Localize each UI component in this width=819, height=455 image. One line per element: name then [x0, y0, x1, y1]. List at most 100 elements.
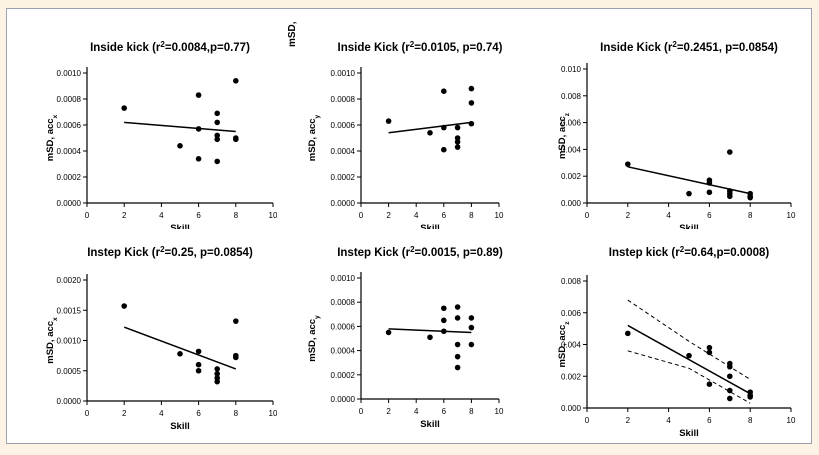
data-point: [214, 132, 220, 139]
data-point: [468, 341, 475, 348]
data-point: [441, 317, 447, 324]
stray-axis-label: mSD,: [287, 21, 298, 47]
y-tick-label: 0.008: [561, 92, 582, 101]
x-tick-label: 6: [442, 407, 447, 416]
x-tick-label: 8: [748, 211, 753, 220]
y-tick-label: 0.0006: [331, 322, 356, 331]
data-point: [706, 381, 713, 387]
chart-instep-kick-x: Instep Kick (r2=0.25, p=0.0854) 0 2 4 6 8 10 0.…: [11, 236, 278, 436]
chart-svg: Inside Kick (r2=0.0105, p=0.74) 0 2 4 6 8 10 0.…: [307, 40, 504, 235]
chart-svg: Instep Kick (r2=0.0015, p=0.89) 0 2 4 6 8 10 0.…: [307, 245, 504, 431]
y-tick-label: 0.0004: [331, 147, 356, 156]
x-axis-label: Skill: [170, 223, 190, 229]
chart-svg: Inside Kick (r2=0.2451, p=0.0854) 0 2 4 6 8 10…: [557, 40, 796, 235]
y-axis-label: mSD, accy: [307, 315, 321, 362]
x-tick-label: 6: [707, 416, 712, 425]
x-tick-label: 10: [269, 211, 277, 220]
y-tick-label: 0.0010: [57, 69, 82, 78]
data-point: [727, 373, 733, 380]
chart-inside-kick-x: Inside kick (r2=0.0084,p=0.77) 0 2 4 6 8 10 0.0…: [11, 31, 278, 235]
y-tick-label: 0.0006: [331, 121, 356, 130]
data-point: [706, 180, 713, 186]
data-point: [177, 351, 183, 357]
figure-frame: Inside kick (r2=0.0084,p=0.77) 0 2 4 6 8 10 0.0…: [6, 8, 812, 444]
data-point: [454, 341, 461, 348]
data-point: [195, 126, 202, 132]
y-tick-label: 0.0008: [331, 298, 356, 307]
data-point: [441, 305, 447, 312]
chart-inside-kick-y: Inside Kick (r2=0.0105, p=0.74) 0 2 4 6 8 10 0.…: [281, 31, 547, 235]
y-tick-label: 0.006: [561, 309, 582, 318]
data-point: [727, 395, 733, 402]
data-point: [214, 110, 220, 117]
data-point: [727, 193, 733, 200]
y-tick-label: 0.0000: [57, 199, 82, 208]
data-point: [441, 146, 447, 153]
y-tick-label: 0.0005: [57, 367, 82, 376]
y-tick-label: 0.0015: [57, 306, 82, 315]
y-tick-label: 0.0010: [331, 274, 356, 283]
x-tick-label: 2: [386, 211, 391, 220]
data-point: [195, 92, 202, 98]
y-tick-label: 0.0000: [331, 395, 356, 404]
data-point: [214, 119, 220, 126]
x-tick-label: 2: [626, 211, 631, 220]
data-point: [454, 304, 461, 310]
x-tick-label: 0: [85, 409, 90, 418]
x-tick-label: 6: [196, 409, 201, 418]
y-tick-label: 0.0010: [331, 69, 356, 78]
data-point: [427, 130, 433, 136]
data-point: [195, 348, 202, 355]
data-point: [121, 303, 127, 309]
data-point: [468, 120, 475, 127]
chart-title: Instep Kick (r2=0.25, p=0.0854): [87, 245, 253, 260]
y-tick-label: 0.0002: [331, 173, 356, 182]
data-point: [441, 88, 447, 94]
y-tick-label: 0.002: [561, 172, 582, 181]
data-point: [706, 344, 713, 351]
chart-title: Instep kick (r2=0.64,p=0.0008): [609, 245, 770, 260]
data-point: [214, 366, 220, 372]
y-tick-label: 0.002: [561, 372, 582, 381]
x-tick-label: 6: [442, 211, 447, 220]
x-tick-label: 6: [707, 211, 712, 220]
y-tick-label: 0.0004: [331, 347, 356, 356]
data-point: [454, 135, 461, 141]
x-tick-label: 8: [469, 211, 474, 220]
data-point: [747, 194, 753, 201]
x-tick-label: 0: [585, 416, 590, 425]
x-tick-label: 4: [414, 211, 419, 220]
x-tick-label: 0: [585, 211, 590, 220]
chart-instep-kick-z: Instep kick (r2=0.64,p=0.0008) 0 2 4 6 8 10 0.0…: [551, 236, 813, 440]
x-tick-label: 10: [495, 407, 504, 416]
data-point: [625, 161, 631, 167]
y-tick-label: 0.0000: [57, 397, 82, 406]
data-point: [177, 143, 183, 149]
chart-title: Inside Kick (r2=0.0105, p=0.74): [338, 40, 503, 55]
data-point: [214, 378, 220, 385]
data-point: [233, 318, 239, 324]
confidence-band: [627, 350, 751, 404]
x-tick-label: 8: [469, 407, 474, 416]
y-axis-label: mSD, accz: [557, 112, 571, 159]
data-point: [468, 324, 475, 331]
y-tick-label: 0.0002: [57, 173, 82, 182]
data-point: [454, 315, 461, 321]
data-point: [727, 363, 733, 370]
x-tick-label: 2: [122, 211, 127, 220]
chart-title: Inside kick (r2=0.0084,p=0.77): [90, 40, 250, 55]
y-tick-label: 0.0008: [331, 95, 356, 104]
chart-title: Instep Kick (r2=0.0015, p=0.89): [337, 245, 503, 260]
data-point: [233, 354, 239, 361]
regression-line: [123, 326, 237, 370]
data-point: [195, 156, 202, 162]
data-point: [454, 353, 461, 360]
y-tick-label: 0.0000: [331, 199, 356, 208]
regression-line: [388, 328, 472, 334]
x-axis-label: Skill: [420, 223, 440, 229]
regression-line: [388, 121, 472, 134]
x-tick-label: 6: [196, 211, 201, 220]
chart-title: Inside Kick (r2=0.2451, p=0.0854): [600, 40, 778, 55]
x-tick-label: 0: [85, 211, 90, 220]
data-point: [454, 144, 461, 150]
